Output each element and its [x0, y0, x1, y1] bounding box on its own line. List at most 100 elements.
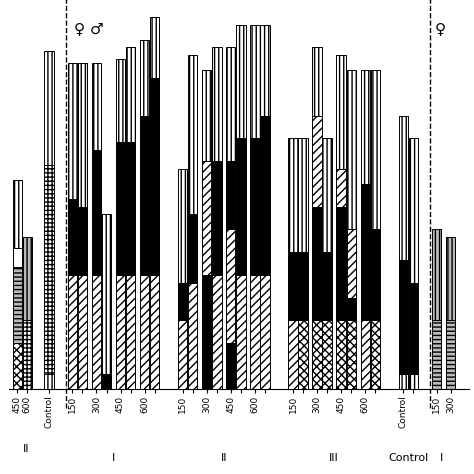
Bar — [178, 169, 187, 283]
Bar — [178, 320, 187, 389]
Bar — [13, 267, 22, 343]
Bar — [250, 25, 260, 138]
Bar — [102, 214, 111, 374]
Bar — [260, 275, 270, 389]
Bar — [188, 283, 198, 389]
Bar — [202, 161, 211, 275]
Bar — [322, 320, 332, 389]
Bar — [236, 25, 246, 138]
Bar — [260, 25, 270, 116]
Bar — [126, 275, 135, 389]
Bar — [288, 320, 298, 389]
Bar — [322, 252, 332, 320]
Bar — [45, 374, 54, 389]
Bar — [299, 252, 308, 320]
Bar — [399, 260, 408, 374]
Bar — [337, 207, 346, 320]
Bar — [202, 275, 211, 389]
Text: II: II — [220, 453, 227, 463]
Bar — [116, 275, 125, 389]
Text: I: I — [440, 453, 443, 463]
Bar — [409, 374, 418, 389]
Bar — [260, 116, 270, 275]
Bar — [226, 229, 236, 343]
Bar — [226, 343, 236, 389]
Bar — [409, 138, 418, 283]
Bar — [236, 138, 246, 275]
Bar — [361, 320, 370, 389]
Bar — [312, 116, 322, 207]
Bar — [346, 320, 356, 389]
Bar — [236, 275, 246, 389]
Text: I: I — [112, 453, 115, 463]
Bar — [312, 47, 322, 116]
Bar — [150, 17, 159, 78]
Bar — [92, 63, 101, 150]
Bar — [78, 207, 87, 275]
Bar — [361, 70, 370, 184]
Bar — [446, 237, 456, 320]
Bar — [140, 275, 149, 389]
Bar — [346, 229, 356, 298]
Bar — [288, 252, 298, 320]
Bar — [212, 275, 221, 389]
Bar — [371, 320, 380, 389]
Bar — [116, 142, 125, 275]
Bar — [212, 47, 221, 161]
Bar — [226, 161, 236, 229]
Bar — [226, 47, 236, 161]
Bar — [399, 374, 408, 389]
Bar — [126, 142, 135, 275]
Bar — [188, 55, 198, 214]
Bar — [322, 138, 332, 252]
Bar — [178, 283, 187, 320]
Bar — [346, 298, 356, 320]
Text: Control: Control — [388, 453, 428, 463]
Bar — [299, 138, 308, 252]
Bar — [78, 275, 87, 389]
Bar — [299, 320, 308, 389]
Bar — [250, 275, 260, 389]
Bar — [432, 229, 441, 320]
Bar — [140, 40, 149, 116]
Bar — [337, 55, 346, 169]
Bar — [92, 275, 101, 389]
Bar — [446, 320, 456, 389]
Text: II: II — [23, 444, 30, 454]
Text: III: III — [329, 453, 339, 463]
Bar — [126, 47, 135, 142]
Bar — [188, 214, 198, 283]
Bar — [13, 180, 22, 248]
Bar — [150, 275, 159, 389]
Bar — [13, 248, 22, 267]
Bar — [409, 283, 418, 374]
Bar — [45, 51, 54, 165]
Bar — [13, 343, 22, 389]
Bar — [312, 207, 322, 320]
Bar — [361, 184, 370, 320]
Bar — [337, 169, 346, 207]
Bar — [23, 237, 32, 320]
Bar — [68, 199, 77, 275]
Text: ♀: ♀ — [435, 21, 446, 36]
Bar — [92, 150, 101, 275]
Bar — [371, 229, 380, 320]
Bar — [68, 275, 77, 389]
Bar — [312, 320, 322, 389]
Bar — [116, 59, 125, 142]
Bar — [337, 320, 346, 389]
Bar — [212, 161, 221, 275]
Bar — [68, 63, 77, 199]
Bar — [202, 70, 211, 161]
Bar — [23, 320, 32, 389]
Bar — [371, 70, 380, 229]
Bar — [288, 138, 298, 252]
Bar — [432, 320, 441, 389]
Bar — [140, 116, 149, 275]
Bar — [346, 70, 356, 229]
Bar — [102, 374, 111, 389]
Bar — [250, 138, 260, 275]
Bar — [78, 63, 87, 207]
Bar — [45, 165, 54, 374]
Bar — [399, 116, 408, 260]
